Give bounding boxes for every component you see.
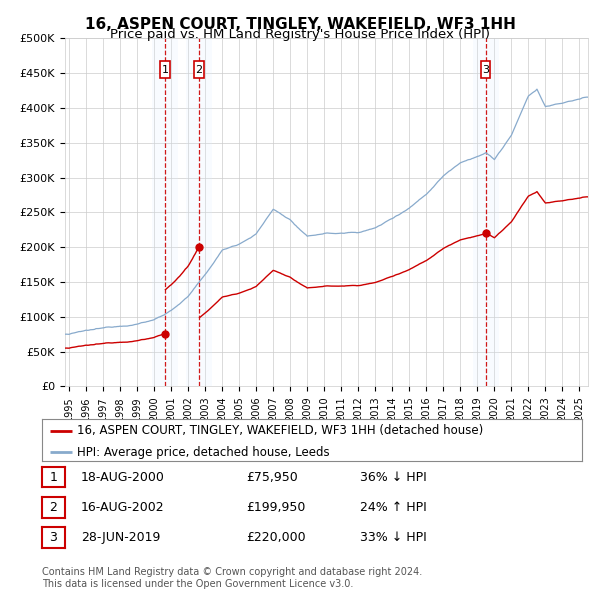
Bar	[152, 38, 178, 386]
Text: 3: 3	[482, 65, 489, 75]
Text: £220,000: £220,000	[246, 531, 305, 545]
Text: 2: 2	[196, 65, 202, 75]
Text: HPI: Average price, detached house, Leeds: HPI: Average price, detached house, Leed…	[77, 445, 330, 458]
Text: 3: 3	[49, 531, 58, 545]
Text: 2: 2	[49, 501, 58, 514]
Bar	[481, 61, 490, 78]
Text: 28-JUN-2019: 28-JUN-2019	[81, 531, 160, 545]
Text: 16, ASPEN COURT, TINGLEY, WAKEFIELD, WF3 1HH (detached house): 16, ASPEN COURT, TINGLEY, WAKEFIELD, WF3…	[77, 424, 484, 437]
Bar	[194, 61, 203, 78]
Text: £75,950: £75,950	[246, 470, 298, 484]
Text: 33% ↓ HPI: 33% ↓ HPI	[360, 531, 427, 545]
Text: 1: 1	[49, 470, 58, 484]
Text: 36% ↓ HPI: 36% ↓ HPI	[360, 470, 427, 484]
Text: 16-AUG-2002: 16-AUG-2002	[81, 501, 164, 514]
Text: 24% ↑ HPI: 24% ↑ HPI	[360, 501, 427, 514]
Bar	[160, 61, 170, 78]
Bar	[473, 38, 499, 386]
Bar	[186, 38, 212, 386]
Text: 1: 1	[161, 65, 169, 75]
Text: 18-AUG-2000: 18-AUG-2000	[81, 470, 165, 484]
Text: Price paid vs. HM Land Registry's House Price Index (HPI): Price paid vs. HM Land Registry's House …	[110, 28, 490, 41]
Text: £199,950: £199,950	[246, 501, 305, 514]
Text: Contains HM Land Registry data © Crown copyright and database right 2024.
This d: Contains HM Land Registry data © Crown c…	[42, 567, 422, 589]
Text: 16, ASPEN COURT, TINGLEY, WAKEFIELD, WF3 1HH: 16, ASPEN COURT, TINGLEY, WAKEFIELD, WF3…	[85, 17, 515, 31]
